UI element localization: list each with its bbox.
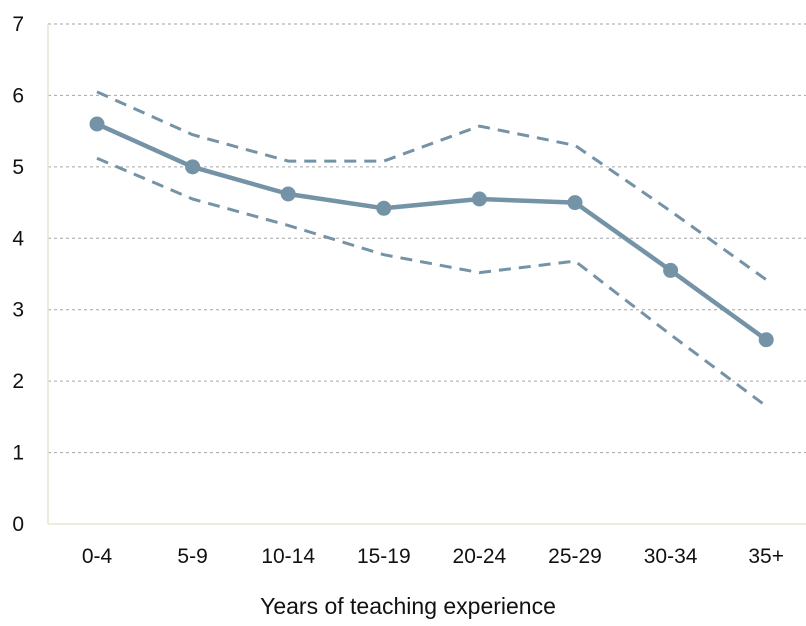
data-point bbox=[663, 262, 679, 278]
series-lines bbox=[96, 90, 768, 408]
x-tick-label: 10-14 bbox=[261, 545, 315, 568]
grid-lines bbox=[48, 23, 806, 454]
x-tick-label: 25-29 bbox=[548, 545, 602, 568]
x-axis-title: Years of teaching experience bbox=[260, 593, 556, 619]
data-point bbox=[280, 186, 296, 202]
y-tick-label: 1 bbox=[12, 442, 24, 465]
x-tick-label: 5-9 bbox=[177, 545, 207, 568]
y-tick-label: 4 bbox=[12, 227, 24, 250]
y-tick-label: 2 bbox=[12, 370, 24, 393]
y-tick-label: 0 bbox=[12, 513, 24, 536]
x-tick-label: 15-19 bbox=[357, 545, 411, 568]
data-point bbox=[185, 159, 201, 175]
y-tick-label: 3 bbox=[12, 299, 24, 322]
data-point bbox=[376, 200, 392, 216]
mean-line bbox=[96, 121, 768, 342]
x-tick-label: 35+ bbox=[748, 545, 784, 568]
data-point bbox=[89, 116, 105, 132]
confidence-bound-line bbox=[96, 156, 768, 408]
x-tick-label: 20-24 bbox=[453, 545, 507, 568]
y-axis-tick-labels: 0 1 2 3 4 5 6 7 bbox=[12, 13, 24, 536]
x-axis-tick-labels: 0-4 5-9 10-14 15-19 20-24 25-29 30-34 35+ bbox=[82, 545, 784, 568]
y-tick-label: 5 bbox=[12, 156, 24, 179]
y-tick-label: 7 bbox=[12, 13, 24, 36]
data-point bbox=[471, 191, 487, 207]
x-tick-label: 30-34 bbox=[644, 545, 698, 568]
axes bbox=[47, 24, 806, 525]
data-point bbox=[567, 195, 583, 211]
data-point bbox=[758, 332, 774, 348]
x-tick-label: 0-4 bbox=[82, 545, 113, 568]
data-points bbox=[89, 116, 774, 348]
y-tick-label: 6 bbox=[12, 84, 24, 107]
confidence-bound-line bbox=[96, 90, 768, 281]
